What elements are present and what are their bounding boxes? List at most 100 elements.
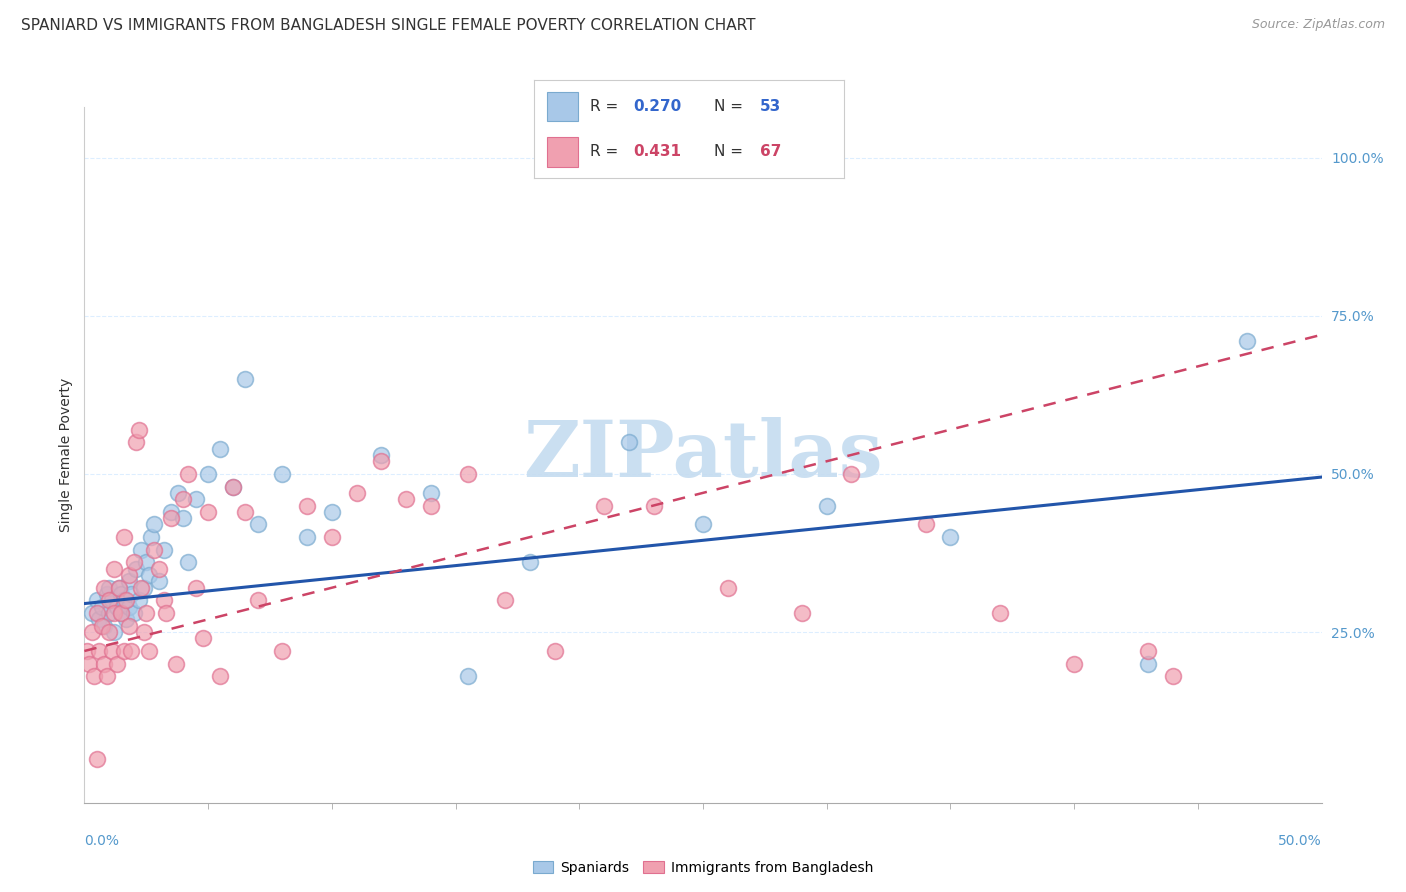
Point [89, 644, 111, 658]
Point [98, 625, 121, 640]
Point [138, 644, 160, 658]
Point [135, 556, 157, 570]
Point [184, 492, 207, 507]
Point [118, 574, 141, 589]
Point [96, 587, 118, 601]
Point [125, 562, 148, 576]
Point [80, 606, 103, 620]
Point [914, 517, 936, 532]
Text: 53: 53 [761, 99, 782, 114]
Point [197, 467, 219, 481]
Point [988, 606, 1011, 620]
Point [1236, 334, 1258, 348]
Point [246, 593, 269, 607]
Point [172, 492, 194, 507]
Point [112, 530, 135, 544]
Point [233, 505, 256, 519]
Point [815, 499, 838, 513]
Point [93, 657, 115, 671]
Point [86, 606, 108, 620]
Point [457, 467, 479, 481]
Text: 50.0%: 50.0% [1278, 834, 1322, 848]
Point [142, 517, 165, 532]
Point [90, 599, 112, 614]
Text: 0.431: 0.431 [633, 145, 682, 160]
Point [148, 562, 170, 576]
Point [128, 423, 150, 437]
Point [118, 568, 141, 582]
Point [197, 505, 219, 519]
Point [321, 505, 343, 519]
Point [98, 593, 121, 607]
Point [222, 479, 245, 493]
Point [519, 556, 541, 570]
Point [191, 632, 214, 646]
Text: N =: N = [714, 99, 748, 114]
Point [83, 669, 105, 683]
Point [129, 542, 152, 557]
FancyBboxPatch shape [547, 137, 578, 167]
Text: N =: N = [714, 145, 748, 160]
Point [103, 606, 125, 620]
Point [93, 618, 115, 632]
Point [120, 644, 142, 658]
Point [152, 542, 174, 557]
Point [172, 511, 194, 525]
Point [233, 372, 256, 386]
Text: R =: R = [591, 145, 623, 160]
Text: 0.0%: 0.0% [84, 834, 120, 848]
Point [98, 606, 121, 620]
Point [841, 467, 863, 481]
Point [370, 454, 392, 468]
Point [543, 644, 565, 658]
Text: Source: ZipAtlas.com: Source: ZipAtlas.com [1251, 18, 1385, 31]
Point [1137, 657, 1160, 671]
Point [494, 593, 516, 607]
Point [141, 530, 163, 544]
Point [167, 486, 190, 500]
Point [142, 542, 165, 557]
Point [118, 618, 141, 632]
Text: ZIPatlas: ZIPatlas [523, 417, 883, 493]
Point [112, 593, 135, 607]
Point [90, 618, 112, 632]
Point [160, 511, 183, 525]
FancyBboxPatch shape [547, 92, 578, 121]
Point [93, 581, 115, 595]
Point [184, 581, 207, 595]
Point [115, 612, 138, 626]
Text: R =: R = [591, 99, 623, 114]
Point [222, 479, 245, 493]
Point [165, 657, 187, 671]
Text: SPANIARD VS IMMIGRANTS FROM BANGLADESH SINGLE FEMALE POVERTY CORRELATION CHART: SPANIARD VS IMMIGRANTS FROM BANGLADESH S… [21, 18, 755, 33]
Point [105, 599, 128, 614]
Point [148, 574, 170, 589]
Point [643, 499, 665, 513]
Point [790, 606, 813, 620]
Point [692, 517, 714, 532]
Point [115, 593, 138, 607]
Point [152, 593, 174, 607]
Point [395, 492, 418, 507]
Point [177, 467, 200, 481]
Point [717, 581, 740, 595]
Y-axis label: Single Female Poverty: Single Female Poverty [59, 378, 73, 532]
Point [370, 448, 392, 462]
Point [138, 568, 160, 582]
Point [118, 599, 141, 614]
Point [346, 486, 368, 500]
Point [105, 657, 128, 671]
Text: 67: 67 [761, 145, 782, 160]
Point [128, 593, 150, 607]
Point [108, 581, 131, 595]
Point [132, 625, 155, 640]
Point [89, 612, 111, 626]
Point [98, 581, 121, 595]
Point [939, 530, 962, 544]
Point [100, 593, 122, 607]
Point [295, 499, 318, 513]
Point [271, 467, 294, 481]
Point [80, 625, 103, 640]
Point [112, 644, 135, 658]
Point [96, 669, 118, 683]
